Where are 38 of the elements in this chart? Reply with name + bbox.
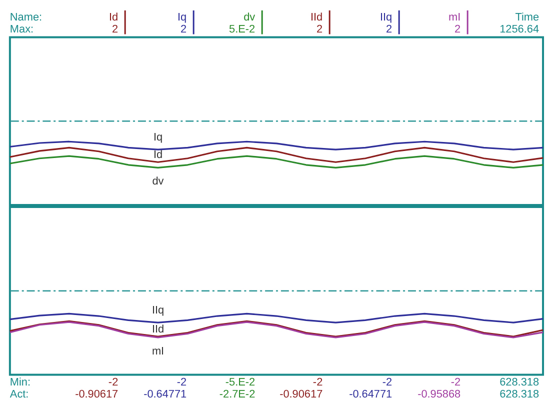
text: -2 — [108, 376, 118, 389]
text: -2.7E-2 — [219, 388, 256, 401]
text: Time — [515, 11, 540, 24]
legend-label: Id — [109, 11, 118, 24]
legend-label: Iq — [178, 11, 187, 24]
text: -2 — [382, 376, 392, 389]
legend-label: dv — [244, 11, 256, 24]
text: 628.318 — [500, 376, 540, 389]
legend-label: mI — [448, 11, 461, 24]
text: 2 — [454, 23, 461, 36]
text: 2 — [180, 23, 187, 36]
text: 2 — [112, 23, 118, 36]
text: 2 — [386, 23, 392, 36]
text: 2 — [316, 23, 323, 36]
text: -2 — [176, 376, 187, 389]
text: -2 — [312, 376, 323, 389]
text: 1256.64 — [500, 23, 540, 36]
text: -0.90617 — [75, 388, 118, 401]
text: 5.E-2 — [229, 23, 256, 36]
text: Max: — [10, 23, 34, 36]
text: dv — [152, 176, 164, 188]
text: IIq — [380, 11, 392, 24]
text: Min: — [10, 376, 31, 389]
series-label: IId — [152, 324, 164, 336]
text: Act: — [10, 388, 29, 401]
text: -5.E-2 — [225, 376, 256, 389]
text: Name: — [10, 11, 42, 24]
text: -2 — [450, 376, 461, 389]
text: Iq — [153, 132, 163, 144]
text: -0.64771 — [349, 388, 392, 401]
text: -0.90617 — [280, 388, 323, 401]
text: 628.318 — [500, 388, 540, 401]
text: Id — [153, 149, 163, 162]
text: -0.95868 — [418, 388, 461, 401]
text: IId — [310, 11, 323, 24]
text: mI — [152, 345, 164, 358]
series-label: IIq — [152, 304, 164, 317]
text: -0.64771 — [144, 388, 187, 401]
